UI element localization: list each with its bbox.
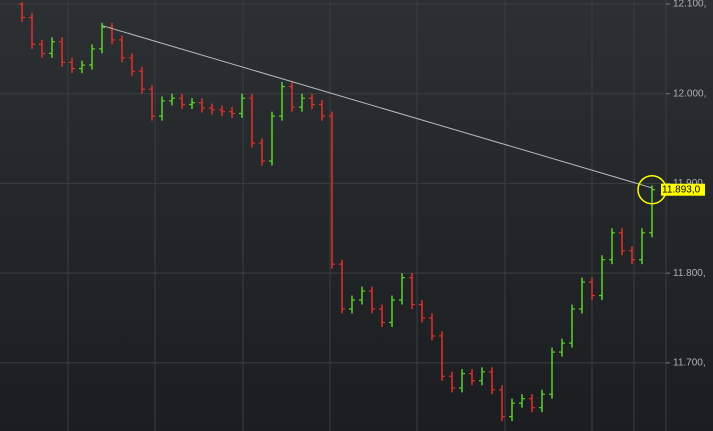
y-tick-label: 11.800, <box>673 268 706 279</box>
last-price-box <box>661 183 705 196</box>
y-tick-label: 11.900, <box>673 178 706 189</box>
time-grid <box>67 0 635 431</box>
y-tick-label: 12.100, <box>673 0 706 10</box>
trendline <box>101 25 653 189</box>
last-price-label: 11.893,0 <box>662 184 701 195</box>
y-tick-label: 12.000, <box>673 88 706 99</box>
y-tick-label: 11.700, <box>673 357 706 368</box>
